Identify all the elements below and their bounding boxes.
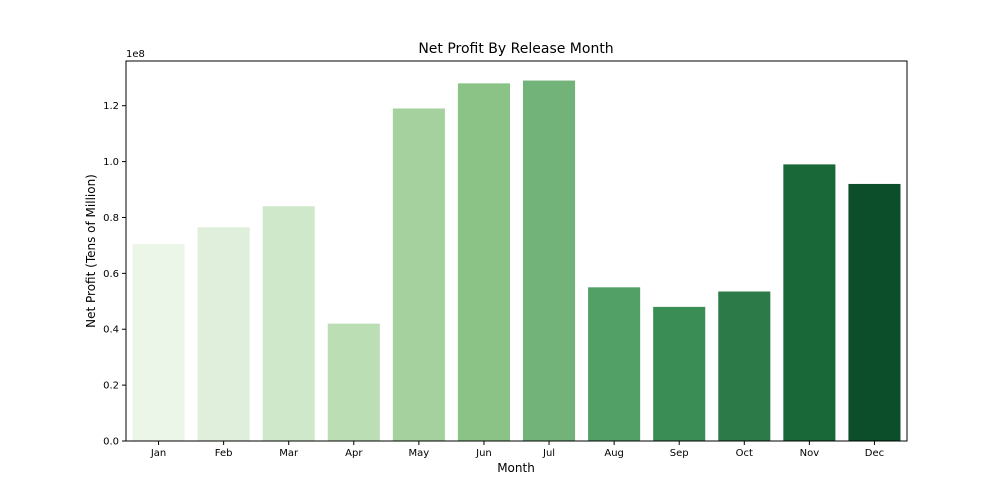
bar-sep	[653, 306, 706, 441]
x-tick-label: Mar	[279, 448, 299, 459]
x-tick-label: Aug	[604, 448, 624, 459]
y-tick-label: 0.2	[103, 381, 119, 392]
x-tick-label: Oct	[736, 448, 753, 459]
y-tick-label: 0.0	[103, 437, 119, 448]
x-tick-label: Jan	[150, 448, 166, 459]
x-tick-label: May	[409, 448, 430, 459]
bar-dec	[848, 183, 901, 442]
x-tick-label: Nov	[800, 448, 820, 459]
y-offset-label: 1e8	[126, 49, 145, 60]
bar-feb	[197, 227, 250, 441]
y-tick-label: 0.8	[103, 213, 119, 224]
chart-title: Net Profit By Release Month	[418, 41, 613, 57]
bar-nov	[783, 164, 836, 441]
bar-aug	[588, 287, 641, 441]
y-tick-label: 0.6	[103, 269, 119, 280]
x-axis: Jan Feb Mar Apr May Jun Jul Aug Sep Oct Nov Dec	[150, 441, 884, 459]
y-axis-label: Net Profit (Tens of Million)	[84, 174, 98, 328]
plot-frame	[125, 60, 908, 442]
bar-jul	[523, 80, 576, 441]
x-tick-label: Sep	[670, 448, 689, 459]
bar-apr	[327, 323, 380, 441]
x-tick-label: Jun	[475, 448, 492, 459]
y-tick-label: 0.4	[103, 325, 119, 336]
x-tick-label: Feb	[215, 448, 233, 459]
x-tick-label: Apr	[345, 448, 363, 459]
bar-may	[392, 108, 445, 441]
x-tick-label: Dec	[865, 448, 884, 459]
x-axis-label: Month	[497, 461, 535, 475]
x-tick-label: Jul	[542, 448, 555, 459]
bar-oct	[718, 291, 771, 441]
y-axis: 0.0 0.2 0.4 0.6 0.8 1.0 1.2	[103, 101, 126, 448]
bars-group	[132, 80, 901, 442]
y-tick-label: 1.2	[103, 101, 119, 112]
bar-jun	[457, 83, 510, 442]
bar-mar	[262, 206, 315, 441]
y-tick-label: 1.0	[103, 157, 119, 168]
bar-jan	[132, 244, 185, 441]
